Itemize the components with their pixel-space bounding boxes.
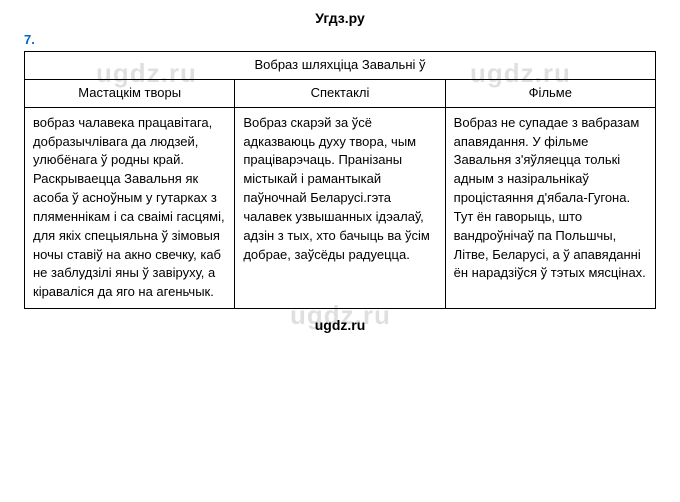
table-cell-3: Вобраз не супадае з вабразам апавядання.… — [445, 107, 655, 308]
table-main-title: Вобраз шляхціца Завальні ў — [25, 52, 656, 80]
table-cell-1: вобраз чалавека працавітага, добразычлів… — [25, 107, 235, 308]
comparison-table: Вобраз шляхціца Завальні ў Мастацкім тво… — [24, 51, 656, 309]
site-title: Угдз.ру — [24, 10, 656, 26]
table-cell-2: Вобраз скарэй за ўсё адказваюць духу тво… — [235, 107, 445, 308]
table-header-1: Мастацкім творы — [25, 79, 235, 107]
table-header-2: Спектаклі — [235, 79, 445, 107]
task-number: 7. — [24, 32, 656, 47]
site-footer: ugdz.ru — [24, 317, 656, 333]
table-header-3: Фільме — [445, 79, 655, 107]
